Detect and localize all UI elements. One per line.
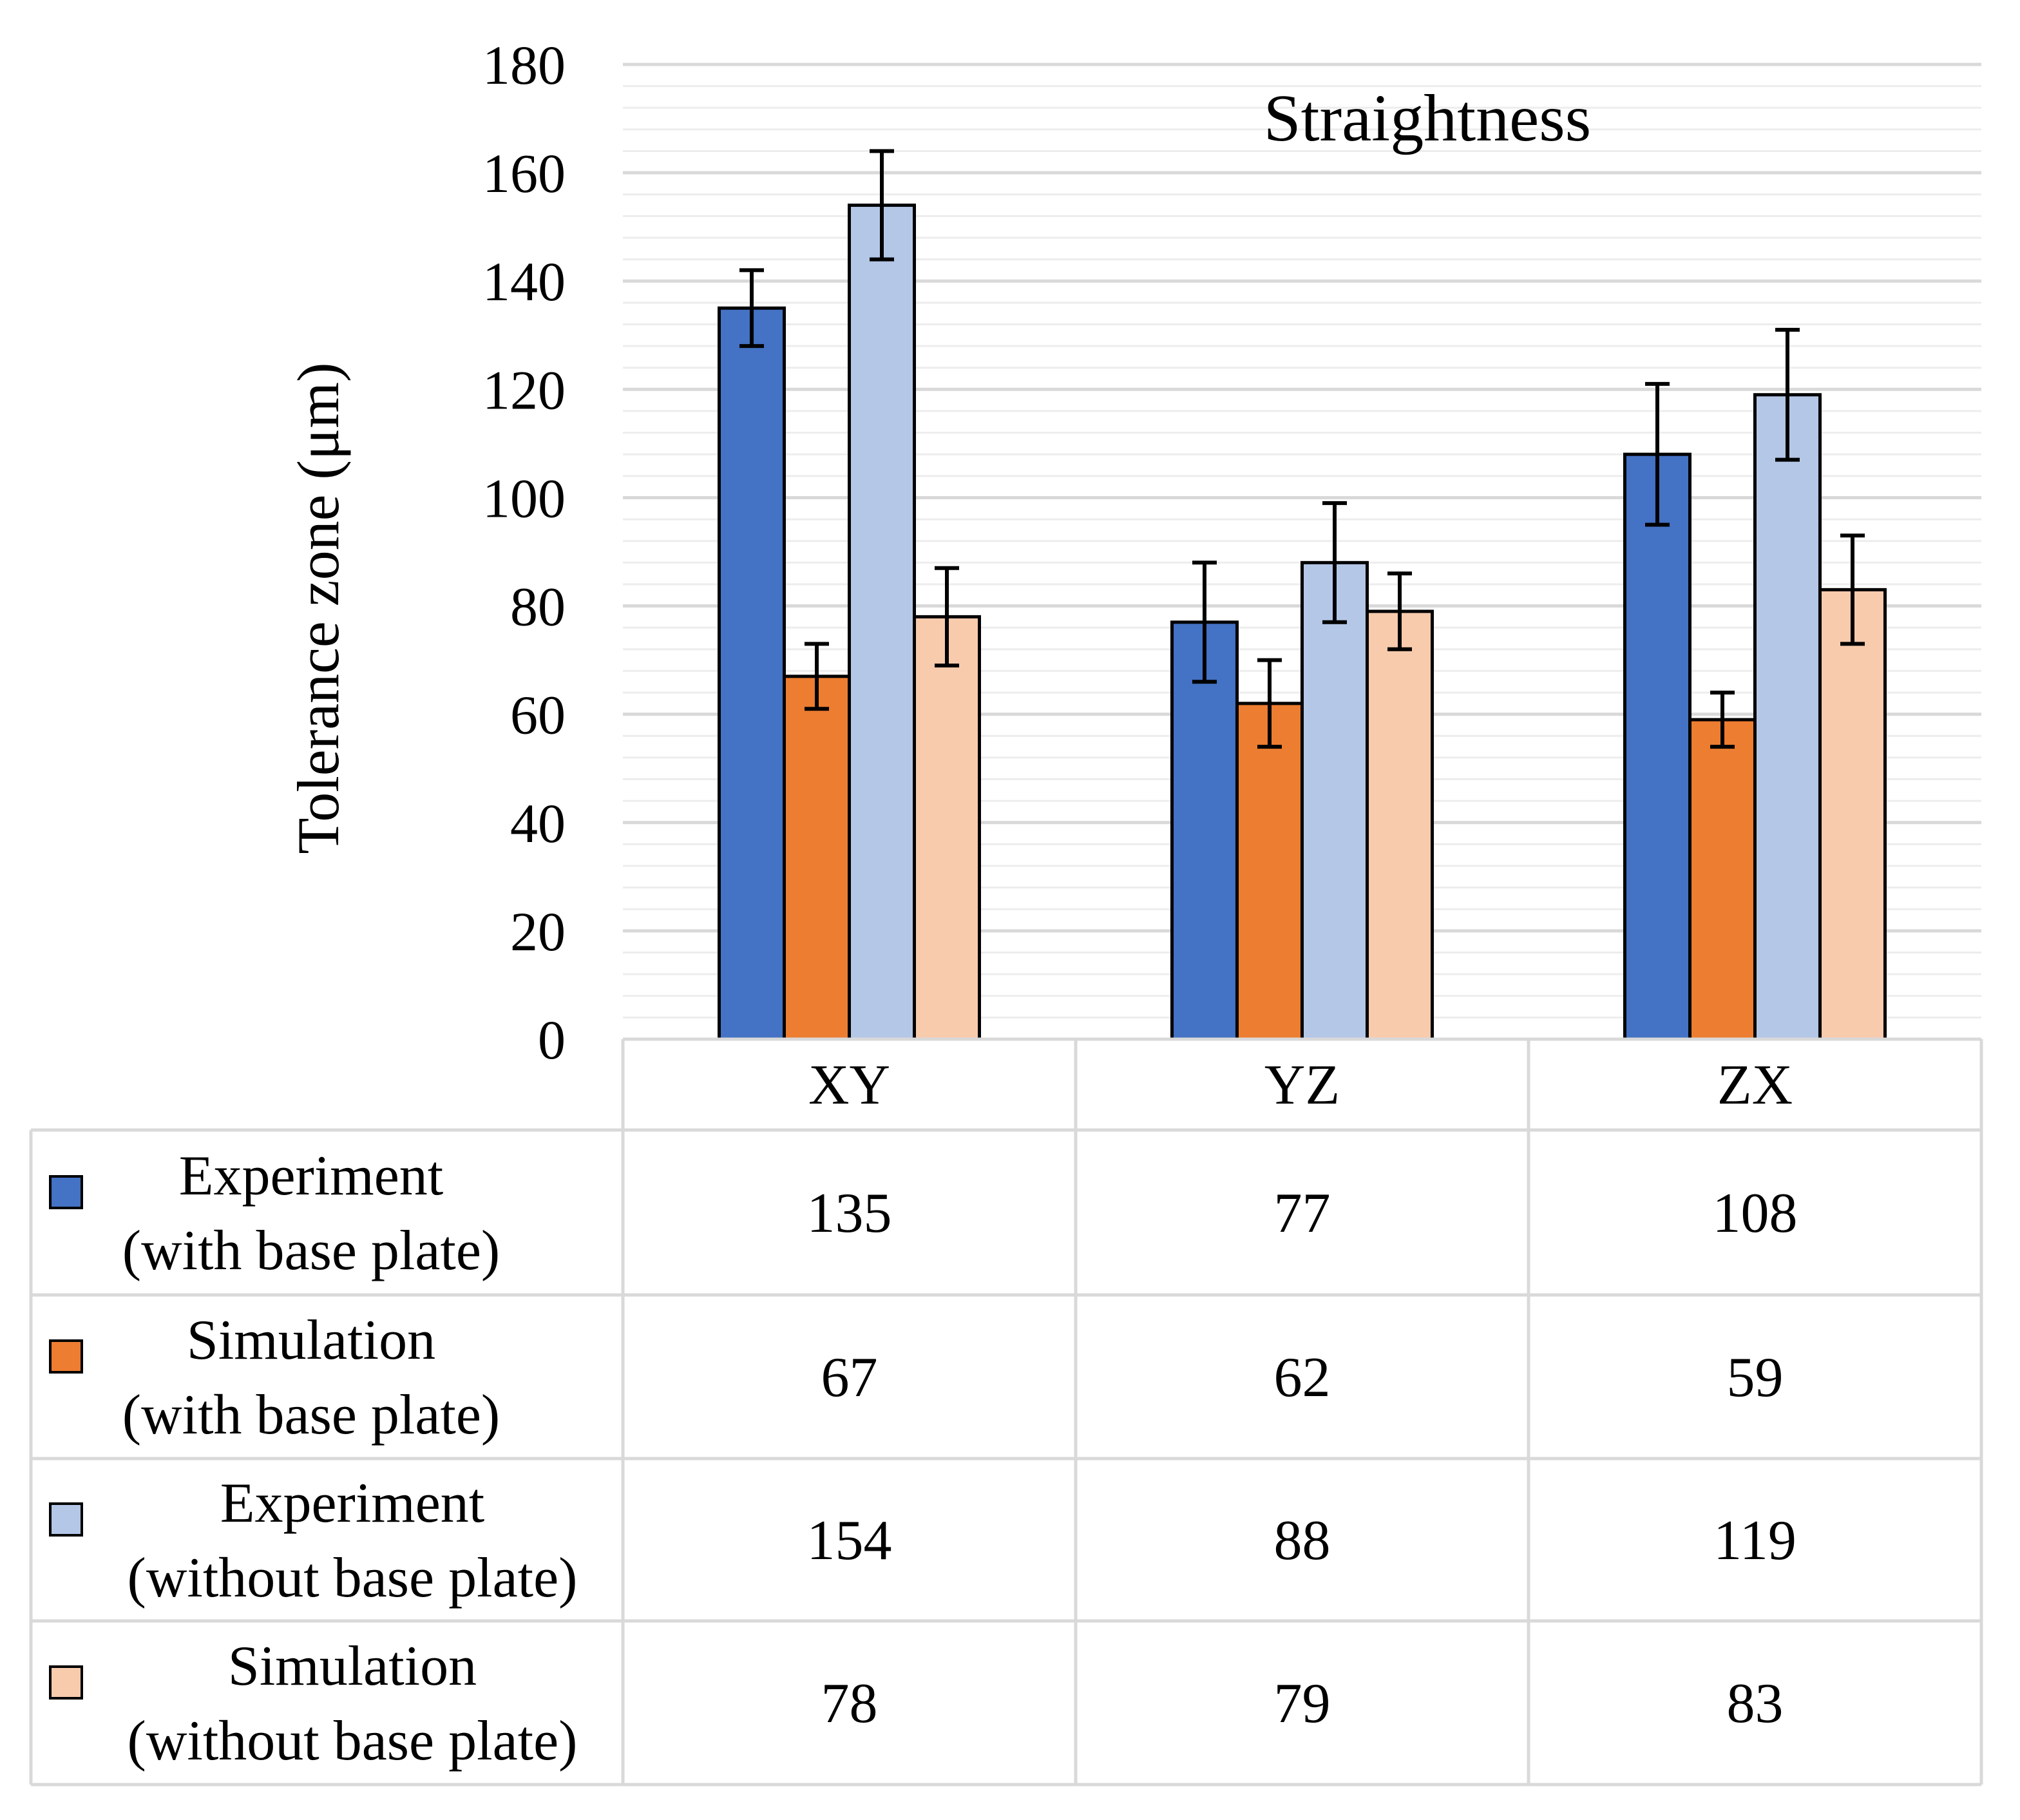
table-value-cell: 77	[1274, 1182, 1331, 1245]
bar-zx-series-1	[1623, 452, 1691, 1041]
x-category-label: ZX	[1717, 1054, 1793, 1116]
table-value-cell: 79	[1274, 1672, 1331, 1735]
y-tick-label: 180	[482, 34, 566, 96]
legend-label: Simulation	[228, 1635, 477, 1698]
bar-xy-series-4	[913, 615, 981, 1041]
table-value-cell: 135	[807, 1182, 892, 1245]
legend-label: (with base plate)	[122, 1220, 500, 1282]
y-tick-label: 120	[482, 359, 566, 421]
legend-label: Experiment	[220, 1472, 485, 1535]
y-tick-label: 20	[510, 901, 566, 963]
x-category-label: YZ	[1264, 1054, 1340, 1116]
bars	[718, 204, 1887, 1041]
table-value-cell: 83	[1727, 1672, 1784, 1735]
legend-swatch	[49, 1502, 83, 1537]
table-value-cell: 78	[821, 1672, 878, 1735]
y-tick-label: 100	[482, 467, 566, 529]
y-axis-label: Tolerance zone (μm)	[285, 362, 351, 854]
table-value-cell: 62	[1274, 1346, 1331, 1409]
bar-xy-series-2	[783, 675, 851, 1041]
bar-zx-series-4	[1818, 588, 1887, 1041]
legend-label: Experiment	[179, 1145, 444, 1207]
bar-xy-series-1	[718, 306, 786, 1041]
y-tick-label: 40	[510, 792, 566, 854]
legend-label: (without base plate)	[128, 1547, 578, 1609]
table-value-cell: 154	[807, 1509, 892, 1572]
y-tick-label: 160	[482, 142, 566, 204]
table-value-cell: 119	[1713, 1509, 1796, 1572]
bar-yz-series-1	[1170, 620, 1239, 1041]
legend-label: (with base plate)	[122, 1384, 500, 1446]
bar-zx-series-3	[1753, 393, 1822, 1041]
y-tick-label: 0	[538, 1009, 566, 1071]
error-bars	[739, 149, 1865, 749]
y-tick-label: 60	[510, 684, 566, 746]
legend-label: (without base plate)	[128, 1710, 578, 1772]
bar-yz-series-4	[1366, 609, 1434, 1041]
table-value-cell: 59	[1727, 1346, 1784, 1409]
bar-yz-series-2	[1235, 702, 1304, 1041]
table-value-cell: 67	[821, 1346, 878, 1409]
y-tick-label: 80	[510, 576, 566, 638]
legend-swatch	[49, 1665, 83, 1700]
bar-zx-series-2	[1688, 718, 1757, 1041]
bar-xy-series-3	[848, 204, 916, 1041]
legend-swatch	[49, 1339, 83, 1374]
chart-title: Straightness	[1264, 81, 1591, 155]
legend-swatch	[49, 1175, 83, 1209]
table-value-cell: 108	[1713, 1182, 1798, 1245]
y-axis-ticks: 0 20 40 60 80 100 120 140 160 180	[482, 34, 566, 1071]
legend-label: Simulation	[187, 1309, 435, 1372]
data-table: XY YZ ZX Experiment (with base plate) 135 77 10…	[29, 1037, 1983, 1786]
x-category-label: XY	[808, 1054, 890, 1116]
table-value-cell: 88	[1274, 1509, 1331, 1572]
bar-yz-series-3	[1301, 560, 1369, 1041]
y-tick-label: 140	[482, 251, 566, 312]
